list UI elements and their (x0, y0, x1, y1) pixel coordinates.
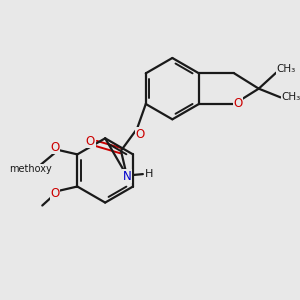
Text: methoxy: methoxy (9, 164, 52, 174)
Text: O: O (50, 187, 59, 200)
Text: O: O (50, 141, 59, 154)
Text: CH₃: CH₃ (277, 64, 296, 74)
Text: O: O (233, 98, 243, 110)
Text: H: H (145, 169, 154, 178)
Text: O: O (86, 135, 95, 148)
Text: N: N (122, 169, 131, 183)
Text: CH₃: CH₃ (281, 92, 300, 102)
Text: O: O (135, 128, 145, 141)
